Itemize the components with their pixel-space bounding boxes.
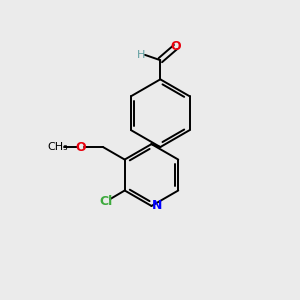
- Text: O: O: [170, 40, 181, 53]
- Text: CH₃: CH₃: [47, 142, 68, 152]
- Text: N: N: [152, 200, 162, 212]
- Text: Cl: Cl: [99, 195, 112, 208]
- Text: H: H: [137, 50, 146, 60]
- Text: O: O: [76, 141, 86, 154]
